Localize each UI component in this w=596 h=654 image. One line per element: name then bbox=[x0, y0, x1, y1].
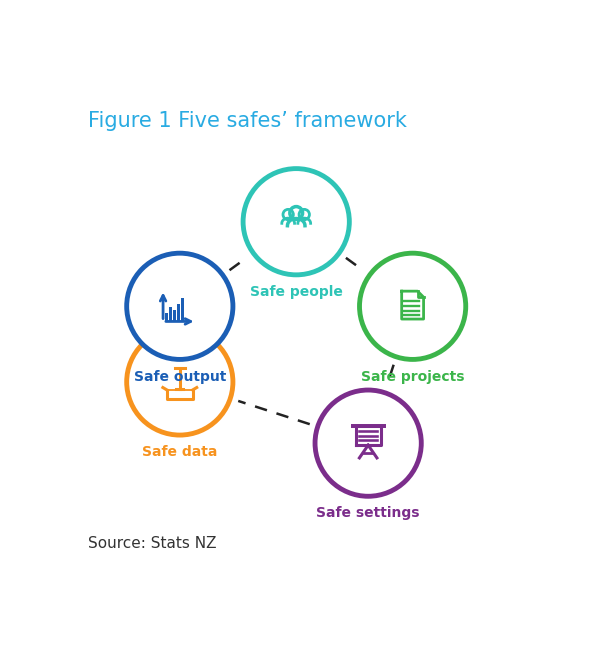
Circle shape bbox=[315, 390, 421, 496]
Bar bbox=[181, 298, 184, 322]
Text: Source: Stats NZ: Source: Stats NZ bbox=[88, 536, 217, 551]
Bar bbox=[169, 307, 172, 322]
Text: Safe output: Safe output bbox=[134, 370, 226, 384]
Polygon shape bbox=[402, 291, 424, 319]
Circle shape bbox=[359, 253, 465, 360]
Bar bbox=[164, 313, 167, 322]
Circle shape bbox=[243, 169, 349, 275]
Text: Safe settings: Safe settings bbox=[316, 506, 420, 521]
Text: Safe data: Safe data bbox=[142, 445, 218, 459]
Bar bbox=[176, 303, 180, 322]
Text: Safe projects: Safe projects bbox=[361, 370, 464, 384]
Bar bbox=[173, 310, 176, 322]
Text: Safe people: Safe people bbox=[250, 285, 343, 299]
Circle shape bbox=[127, 253, 233, 360]
Circle shape bbox=[127, 329, 233, 435]
Text: Figure 1 Five safes’ framework: Figure 1 Five safes’ framework bbox=[88, 111, 407, 131]
